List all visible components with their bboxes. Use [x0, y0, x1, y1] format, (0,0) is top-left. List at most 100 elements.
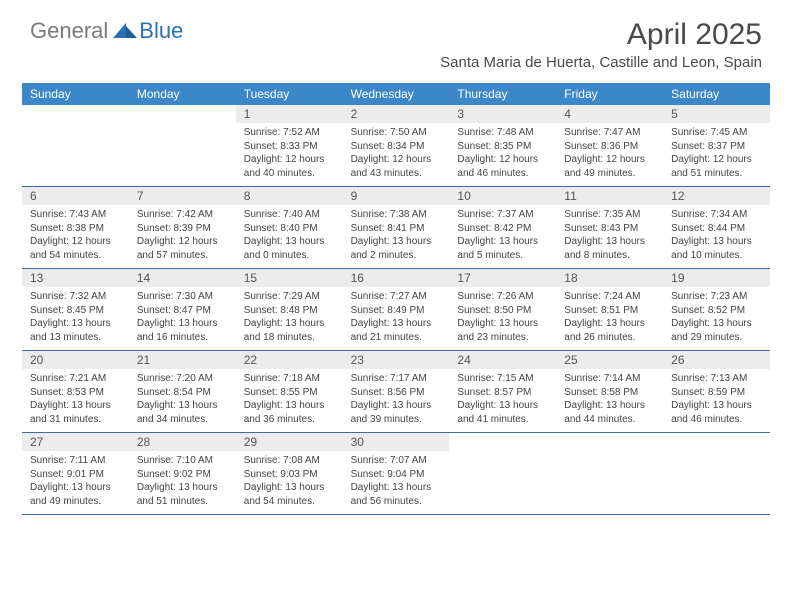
daylight-line: Daylight: 12 hours and 40 minutes.	[244, 153, 335, 180]
sunset-line: Sunset: 9:03 PM	[244, 468, 335, 482]
sunrise-line: Sunrise: 7:43 AM	[30, 208, 121, 222]
sunrise-line: Sunrise: 7:34 AM	[671, 208, 762, 222]
day-info: Sunrise: 7:47 AMSunset: 8:36 PMDaylight:…	[556, 123, 663, 186]
sunset-line: Sunset: 8:44 PM	[671, 222, 762, 236]
day-cell: 28Sunrise: 7:10 AMSunset: 9:02 PMDayligh…	[129, 433, 236, 514]
sunrise-line: Sunrise: 7:27 AM	[351, 290, 442, 304]
daylight-line: Daylight: 13 hours and 21 minutes.	[351, 317, 442, 344]
daylight-line: Daylight: 12 hours and 57 minutes.	[137, 235, 228, 262]
day-cell: 12Sunrise: 7:34 AMSunset: 8:44 PMDayligh…	[663, 187, 770, 268]
day-info: Sunrise: 7:18 AMSunset: 8:55 PMDaylight:…	[236, 369, 343, 432]
sunset-line: Sunset: 8:51 PM	[564, 304, 655, 318]
logo: General Blue	[30, 18, 183, 44]
day-number: 27	[22, 433, 129, 451]
daylight-line: Daylight: 13 hours and 2 minutes.	[351, 235, 442, 262]
day-number: 21	[129, 351, 236, 369]
day-info: Sunrise: 7:32 AMSunset: 8:45 PMDaylight:…	[22, 287, 129, 350]
sunset-line: Sunset: 8:52 PM	[671, 304, 762, 318]
day-cell: 27Sunrise: 7:11 AMSunset: 9:01 PMDayligh…	[22, 433, 129, 514]
daylight-line: Daylight: 12 hours and 49 minutes.	[564, 153, 655, 180]
day-info: Sunrise: 7:34 AMSunset: 8:44 PMDaylight:…	[663, 205, 770, 268]
day-number: 24	[449, 351, 556, 369]
day-number: 28	[129, 433, 236, 451]
day-cell: 2Sunrise: 7:50 AMSunset: 8:34 PMDaylight…	[343, 105, 450, 186]
sunset-line: Sunset: 8:54 PM	[137, 386, 228, 400]
day-cell: 22Sunrise: 7:18 AMSunset: 8:55 PMDayligh…	[236, 351, 343, 432]
weekday-header-cell: Saturday	[663, 83, 770, 105]
day-cell: 17Sunrise: 7:26 AMSunset: 8:50 PMDayligh…	[449, 269, 556, 350]
day-info: Sunrise: 7:45 AMSunset: 8:37 PMDaylight:…	[663, 123, 770, 186]
sunrise-line: Sunrise: 7:21 AM	[30, 372, 121, 386]
day-info	[129, 123, 236, 181]
day-cell	[129, 105, 236, 186]
day-info: Sunrise: 7:30 AMSunset: 8:47 PMDaylight:…	[129, 287, 236, 350]
day-number: 17	[449, 269, 556, 287]
weekday-header-cell: Sunday	[22, 83, 129, 105]
sunset-line: Sunset: 9:02 PM	[137, 468, 228, 482]
day-number: 7	[129, 187, 236, 205]
daylight-line: Daylight: 13 hours and 26 minutes.	[564, 317, 655, 344]
day-number	[22, 105, 129, 123]
sunrise-line: Sunrise: 7:18 AM	[244, 372, 335, 386]
sunrise-line: Sunrise: 7:38 AM	[351, 208, 442, 222]
day-number: 23	[343, 351, 450, 369]
day-number	[663, 433, 770, 451]
weekday-header-cell: Friday	[556, 83, 663, 105]
day-number: 12	[663, 187, 770, 205]
title-block: April 2025 Santa Maria de Huerta, Castil…	[440, 18, 762, 71]
daylight-line: Daylight: 13 hours and 16 minutes.	[137, 317, 228, 344]
sunset-line: Sunset: 8:55 PM	[244, 386, 335, 400]
weekday-header-cell: Thursday	[449, 83, 556, 105]
sunrise-line: Sunrise: 7:14 AM	[564, 372, 655, 386]
daylight-line: Daylight: 13 hours and 31 minutes.	[30, 399, 121, 426]
day-cell	[22, 105, 129, 186]
sunset-line: Sunset: 8:58 PM	[564, 386, 655, 400]
day-cell	[556, 433, 663, 514]
week-row: 1Sunrise: 7:52 AMSunset: 8:33 PMDaylight…	[22, 105, 770, 187]
sunrise-line: Sunrise: 7:26 AM	[457, 290, 548, 304]
day-number: 2	[343, 105, 450, 123]
daylight-line: Daylight: 13 hours and 39 minutes.	[351, 399, 442, 426]
daylight-line: Daylight: 13 hours and 29 minutes.	[671, 317, 762, 344]
daylight-line: Daylight: 13 hours and 54 minutes.	[244, 481, 335, 508]
day-number: 6	[22, 187, 129, 205]
day-cell: 6Sunrise: 7:43 AMSunset: 8:38 PMDaylight…	[22, 187, 129, 268]
daylight-line: Daylight: 12 hours and 43 minutes.	[351, 153, 442, 180]
weeks-container: 1Sunrise: 7:52 AMSunset: 8:33 PMDaylight…	[22, 105, 770, 515]
day-number: 5	[663, 105, 770, 123]
day-info: Sunrise: 7:07 AMSunset: 9:04 PMDaylight:…	[343, 451, 450, 514]
sunset-line: Sunset: 8:42 PM	[457, 222, 548, 236]
sunrise-line: Sunrise: 7:30 AM	[137, 290, 228, 304]
daylight-line: Daylight: 13 hours and 13 minutes.	[30, 317, 121, 344]
sunrise-line: Sunrise: 7:40 AM	[244, 208, 335, 222]
logo-triangle-icon	[113, 20, 137, 43]
sunset-line: Sunset: 8:43 PM	[564, 222, 655, 236]
sunrise-line: Sunrise: 7:15 AM	[457, 372, 548, 386]
day-number: 13	[22, 269, 129, 287]
daylight-line: Daylight: 13 hours and 0 minutes.	[244, 235, 335, 262]
day-cell: 9Sunrise: 7:38 AMSunset: 8:41 PMDaylight…	[343, 187, 450, 268]
sunset-line: Sunset: 8:49 PM	[351, 304, 442, 318]
day-cell: 1Sunrise: 7:52 AMSunset: 8:33 PMDaylight…	[236, 105, 343, 186]
sunrise-line: Sunrise: 7:29 AM	[244, 290, 335, 304]
sunset-line: Sunset: 8:33 PM	[244, 140, 335, 154]
day-info	[449, 451, 556, 509]
sunset-line: Sunset: 8:53 PM	[30, 386, 121, 400]
week-row: 27Sunrise: 7:11 AMSunset: 9:01 PMDayligh…	[22, 433, 770, 515]
weekday-header-row: SundayMondayTuesdayWednesdayThursdayFrid…	[22, 83, 770, 105]
day-number	[556, 433, 663, 451]
day-number: 16	[343, 269, 450, 287]
sunrise-line: Sunrise: 7:48 AM	[457, 126, 548, 140]
sunrise-line: Sunrise: 7:47 AM	[564, 126, 655, 140]
day-info	[22, 123, 129, 181]
daylight-line: Daylight: 13 hours and 46 minutes.	[671, 399, 762, 426]
sunrise-line: Sunrise: 7:17 AM	[351, 372, 442, 386]
day-cell: 29Sunrise: 7:08 AMSunset: 9:03 PMDayligh…	[236, 433, 343, 514]
day-cell: 23Sunrise: 7:17 AMSunset: 8:56 PMDayligh…	[343, 351, 450, 432]
day-info: Sunrise: 7:48 AMSunset: 8:35 PMDaylight:…	[449, 123, 556, 186]
day-info: Sunrise: 7:10 AMSunset: 9:02 PMDaylight:…	[129, 451, 236, 514]
day-number: 15	[236, 269, 343, 287]
sunrise-line: Sunrise: 7:37 AM	[457, 208, 548, 222]
day-info: Sunrise: 7:52 AMSunset: 8:33 PMDaylight:…	[236, 123, 343, 186]
day-cell: 5Sunrise: 7:45 AMSunset: 8:37 PMDaylight…	[663, 105, 770, 186]
